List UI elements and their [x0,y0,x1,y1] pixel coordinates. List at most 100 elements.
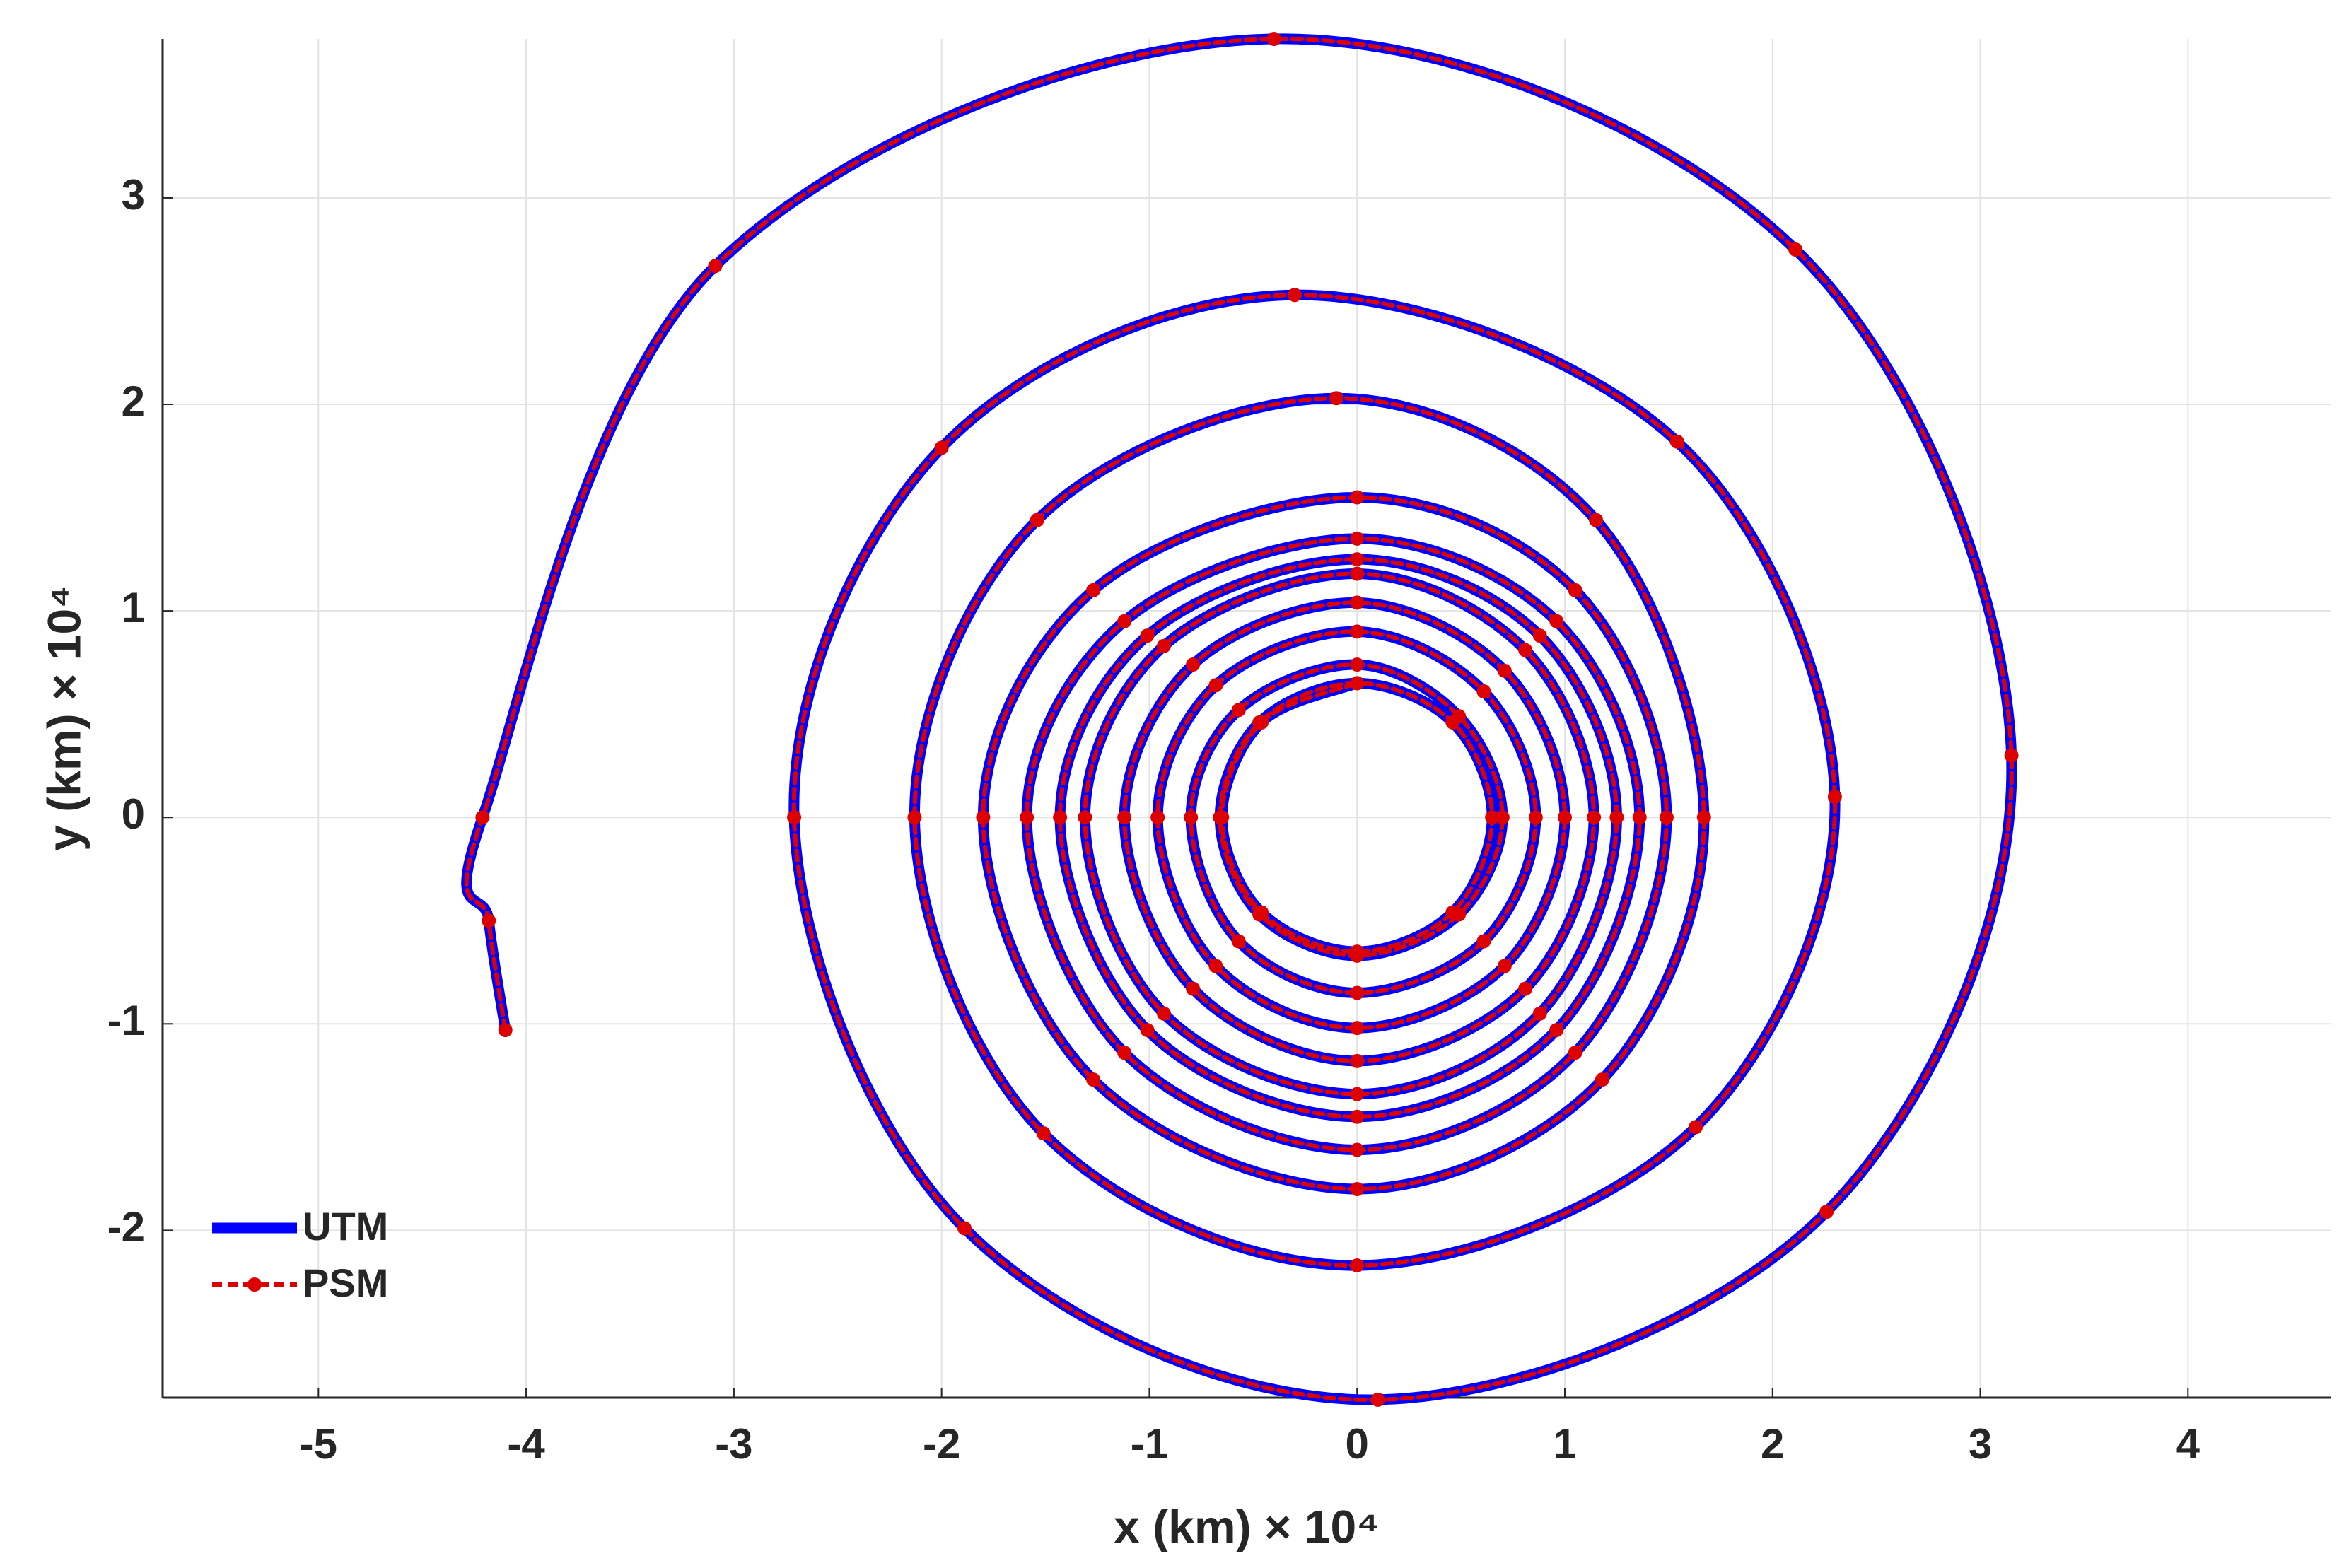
x-tick-label: 2 [1761,1420,1784,1468]
marker [1659,810,1674,825]
marker [498,1023,513,1038]
marker [1350,1053,1365,1068]
marker [957,1221,972,1236]
y-tick-label: 3 [122,171,145,218]
marker [1288,288,1302,303]
marker [1827,789,1842,804]
marker [475,810,490,825]
marker [1669,434,1684,449]
marker [1186,981,1201,996]
marker [1595,1072,1609,1087]
marker [1350,676,1365,691]
marker [1231,934,1246,949]
x-tick-label: -2 [923,1420,960,1468]
marker [1208,959,1223,973]
marker [1208,678,1223,693]
marker [976,810,991,825]
marker [482,913,496,928]
marker [1329,391,1343,406]
marker [1696,810,1711,825]
y-tick-label: -1 [107,997,145,1044]
marker [934,440,949,455]
marker [1568,583,1582,597]
marker [1036,1126,1051,1141]
y-tick-label: -2 [107,1203,145,1251]
marker [1030,513,1044,527]
y-tick-label: 1 [122,584,145,631]
marker [1117,614,1132,628]
marker [1350,490,1365,505]
legend-label: PSM [303,1260,388,1305]
marker [1350,595,1365,610]
marker [1086,583,1101,597]
marker [1549,614,1564,628]
marker [1350,1087,1365,1101]
marker [1350,531,1365,546]
marker [1350,944,1365,959]
marker [1568,1046,1582,1060]
marker [1156,638,1171,653]
marker [907,810,922,825]
marker [1497,663,1512,678]
y-tick-label: 2 [122,378,145,425]
marker [1215,810,1230,825]
marker [708,259,723,274]
x-tick-label: -5 [300,1420,337,1468]
marker [1086,1072,1101,1087]
marker [1632,810,1647,825]
x-tick-label: -1 [1131,1420,1168,1468]
marker [1350,1258,1365,1273]
marker [1231,703,1246,718]
marker [1053,810,1068,825]
marker [1350,1021,1365,1036]
marker [787,810,802,825]
utm-line [461,33,2017,1405]
marker [1370,1392,1385,1407]
marker [1117,1046,1132,1060]
marker [1589,513,1604,527]
psm-line [464,36,2014,1402]
legend-marker [247,1277,262,1292]
marker [1078,810,1092,825]
marker [1140,1023,1155,1038]
marker [1497,959,1512,973]
marker [1020,810,1034,825]
marker [1350,552,1365,567]
x-tick-label: 4 [2176,1420,2201,1468]
marker [1350,1142,1365,1157]
marker [1788,242,1803,257]
legend-label: UTM [303,1204,388,1248]
x-axis-label: x (km) × 10⁴ [1114,1500,1380,1552]
marker [1350,985,1365,1000]
marker [1350,1109,1365,1124]
x-tick-label: 0 [1346,1420,1369,1468]
marker [1186,657,1201,672]
marker [1587,810,1602,825]
marker [1476,934,1491,949]
x-tick-label: -3 [715,1420,752,1468]
marker [1156,1006,1171,1021]
marker [1350,624,1365,639]
marker [1689,1120,1703,1135]
marker [2004,748,2019,763]
marker [1485,810,1500,825]
marker [1254,715,1269,730]
y-axis-label: y (km) × 10⁴ [37,585,90,851]
marker [1476,684,1491,699]
marker [1445,715,1460,730]
x-tick-label: 1 [1553,1420,1576,1468]
marker [1350,566,1365,581]
x-tick-label: 3 [1969,1420,1992,1468]
marker [1819,1205,1834,1219]
marker [1350,657,1365,672]
marker [1266,32,1281,46]
marker [1350,1181,1365,1196]
marker [1495,810,1510,825]
x-tick-label: -4 [507,1420,545,1468]
marker [1609,810,1624,825]
marker [1528,810,1543,825]
marker [1532,628,1547,643]
marker [1184,810,1199,825]
